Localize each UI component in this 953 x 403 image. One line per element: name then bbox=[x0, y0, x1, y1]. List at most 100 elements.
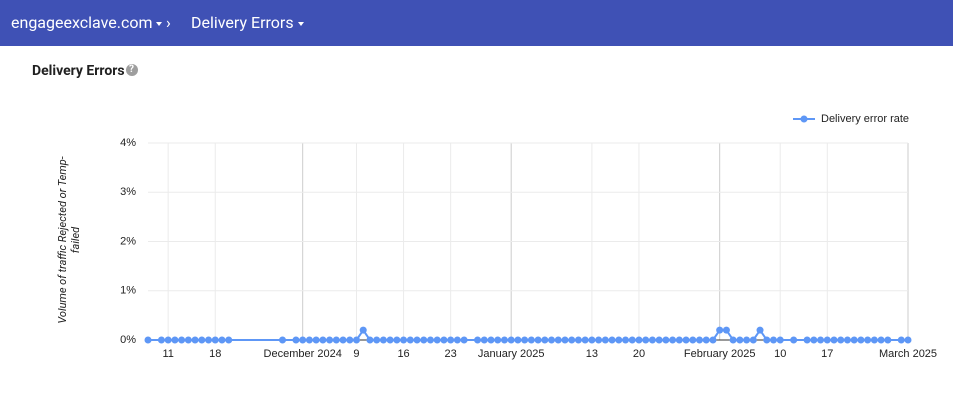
data-point bbox=[225, 336, 233, 344]
x-tick-label: 13 bbox=[586, 348, 598, 360]
data-point bbox=[884, 336, 892, 344]
data-point bbox=[729, 336, 737, 344]
data-point bbox=[615, 336, 623, 344]
data-point bbox=[904, 336, 912, 344]
domain: engageexclave.com bbox=[11, 13, 153, 32]
data-point bbox=[601, 336, 609, 344]
y-tick-label: 1% bbox=[120, 285, 136, 297]
data-point bbox=[352, 336, 360, 344]
data-point bbox=[211, 336, 219, 344]
help-icon[interactable]: ? bbox=[125, 64, 138, 76]
data-point bbox=[897, 336, 905, 344]
data-point bbox=[460, 336, 468, 344]
data-point bbox=[447, 336, 455, 344]
data-point bbox=[218, 336, 226, 344]
data-point bbox=[299, 336, 307, 344]
data-point bbox=[332, 336, 340, 344]
data-point bbox=[191, 336, 199, 344]
data-point bbox=[157, 336, 165, 344]
data-point bbox=[722, 326, 730, 334]
data-point bbox=[366, 336, 374, 344]
data-point bbox=[850, 336, 858, 344]
chart-title: Delivery Errors bbox=[32, 63, 125, 79]
data-point bbox=[709, 336, 717, 344]
y-tick-label: 4% bbox=[120, 137, 136, 149]
domain-selector[interactable]: engageexclave.com bbox=[11, 13, 163, 32]
x-tick-label: 11 bbox=[162, 348, 173, 360]
x-tick-label: 18 bbox=[209, 348, 221, 360]
data-point bbox=[769, 336, 777, 344]
data-point bbox=[581, 336, 589, 344]
data-point bbox=[319, 336, 327, 344]
data-point bbox=[655, 336, 663, 344]
data-point bbox=[292, 336, 300, 344]
data-point bbox=[305, 336, 313, 344]
data-point bbox=[346, 336, 354, 344]
data-point bbox=[494, 336, 502, 344]
data-point bbox=[568, 336, 576, 344]
data-point bbox=[184, 336, 192, 344]
breadcrumb-separator: › bbox=[166, 13, 171, 32]
data-point bbox=[386, 336, 394, 344]
data-point bbox=[682, 336, 690, 344]
data-point bbox=[393, 336, 401, 344]
data-point bbox=[823, 336, 831, 344]
legend-marker bbox=[800, 115, 808, 123]
data-point bbox=[205, 336, 213, 344]
x-tick-label: February 2025 bbox=[684, 348, 756, 360]
data-point bbox=[178, 336, 186, 344]
data-point bbox=[870, 336, 878, 344]
data-point bbox=[702, 336, 710, 344]
data-point bbox=[144, 336, 152, 344]
x-tick-label: 16 bbox=[397, 348, 409, 360]
data-point bbox=[413, 336, 421, 344]
data-point bbox=[198, 336, 206, 344]
data-point bbox=[642, 336, 650, 344]
data-point bbox=[763, 336, 771, 344]
data-point bbox=[379, 336, 387, 344]
x-tick-label: January 2025 bbox=[478, 348, 545, 360]
page-selector[interactable]: Delivery Errors bbox=[191, 13, 304, 32]
data-point bbox=[843, 336, 851, 344]
data-point bbox=[400, 336, 408, 344]
y-tick-label: 3% bbox=[120, 186, 136, 198]
x-tick-label: 9 bbox=[353, 348, 359, 360]
data-point bbox=[500, 336, 508, 344]
data-point bbox=[635, 336, 643, 344]
data-point bbox=[756, 326, 764, 334]
data-point bbox=[669, 336, 677, 344]
data-point bbox=[474, 336, 482, 344]
x-tick-label: 23 bbox=[445, 348, 457, 360]
data-point bbox=[171, 336, 179, 344]
data-point bbox=[279, 336, 287, 344]
x-tick-label: 17 bbox=[821, 348, 833, 360]
x-tick-label: 10 bbox=[774, 348, 786, 360]
data-point bbox=[480, 336, 488, 344]
data-point bbox=[675, 336, 683, 344]
data-point bbox=[622, 336, 630, 344]
y-tick-label: 2% bbox=[120, 235, 136, 247]
x-tick-label: December 2024 bbox=[264, 348, 342, 360]
data-point bbox=[648, 336, 656, 344]
data-point bbox=[595, 336, 603, 344]
section-title: Delivery Errors? bbox=[32, 63, 138, 79]
data-point bbox=[527, 336, 535, 344]
data-point bbox=[877, 336, 885, 344]
data-point bbox=[830, 336, 838, 344]
data-point bbox=[433, 336, 441, 344]
data-point bbox=[810, 336, 818, 344]
data-point bbox=[574, 336, 582, 344]
page-name: Delivery Errors bbox=[191, 13, 294, 32]
data-point bbox=[359, 326, 367, 334]
data-point bbox=[534, 336, 542, 344]
data-point bbox=[608, 336, 616, 344]
data-point bbox=[749, 336, 757, 344]
data-point bbox=[426, 336, 434, 344]
data-point bbox=[541, 336, 549, 344]
data-point bbox=[696, 336, 704, 344]
data-point bbox=[716, 326, 724, 334]
data-point bbox=[507, 336, 515, 344]
data-point bbox=[326, 336, 334, 344]
top-bar: engageexclave.com › Delivery Errors bbox=[0, 0, 953, 46]
